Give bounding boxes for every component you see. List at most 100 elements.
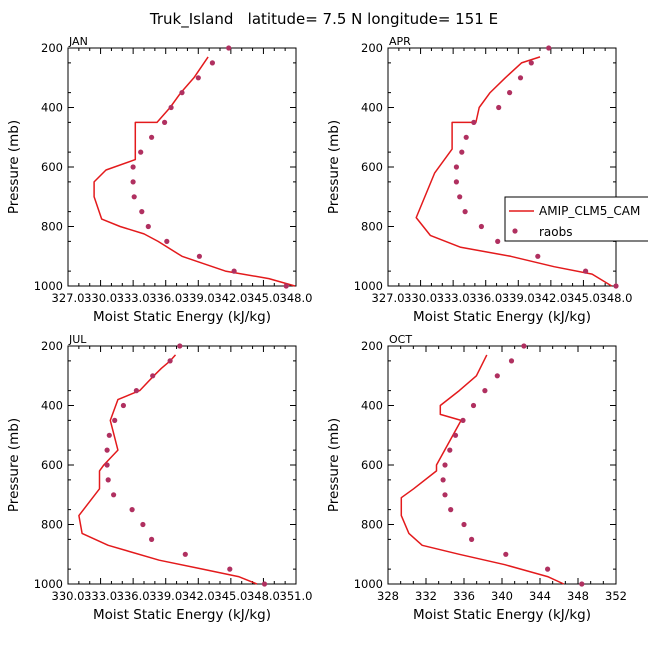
obs-point — [507, 90, 513, 96]
panel-oct: 328 332 336 340 344 348 352 200 400 600 800 1000 OCT… — [326, 333, 627, 623]
obs-point — [508, 358, 515, 364]
obs-point — [469, 536, 475, 543]
obs-point — [463, 134, 469, 140]
x-tick-label: 336.0 — [117, 589, 150, 603]
obs-point — [120, 402, 126, 409]
y-tick-label: 1000 — [34, 577, 63, 591]
obs-point — [478, 223, 484, 230]
x-tick-label: 342.0 — [214, 291, 247, 305]
x-tick-label: 330.0 — [52, 589, 85, 603]
figure-title: Truk_Island latitude= 7.5 N longitude= 1… — [149, 10, 498, 29]
legend-model-label: AMIP_CLM5_CAM — [539, 204, 640, 218]
x-tick-label: 339.0 — [149, 589, 182, 603]
obs-point — [112, 417, 118, 423]
x-tick-label: 345.0 — [214, 589, 247, 603]
obs-point — [503, 551, 509, 557]
obs-point — [139, 209, 145, 215]
panel-title: JAN — [68, 35, 88, 48]
obs-point — [517, 75, 524, 81]
obs-point — [167, 358, 173, 364]
obs-point — [104, 447, 110, 453]
obs-point — [521, 343, 527, 349]
x-axis-label: Moist Static Energy (kJ/kg) — [413, 607, 591, 623]
legend: AMIP_CLM5_CAM raobs — [504, 196, 648, 242]
obs-point — [462, 209, 468, 215]
y-tick-label: 600 — [361, 160, 383, 174]
obs-point — [182, 551, 188, 557]
panel-title: APR — [389, 35, 411, 48]
y-tick-label: 400 — [361, 399, 383, 413]
model-series-line — [78, 354, 258, 585]
obs-point — [133, 388, 139, 394]
obs-point — [130, 164, 136, 170]
y-tick-label: 1000 — [354, 577, 383, 591]
obs-point — [457, 194, 463, 200]
plot-frame — [387, 345, 617, 585]
plot-frame — [67, 47, 297, 287]
x-tick-label: 333.0 — [84, 589, 117, 603]
obs-point — [129, 507, 135, 513]
panel-title: OCT — [389, 333, 412, 346]
obs-point — [460, 417, 466, 423]
obs-point — [130, 179, 136, 185]
obs-point — [231, 268, 237, 274]
obs-point — [149, 536, 155, 543]
obs-point — [140, 521, 146, 528]
obs-point — [448, 507, 454, 513]
obs-point — [453, 164, 459, 170]
obs-point — [459, 149, 465, 155]
y-axis-label: Pressure (mb) — [326, 418, 342, 512]
x-tick-label: 345.0 — [567, 291, 600, 305]
x-tick-label: 344 — [529, 589, 551, 603]
model-series-line — [93, 56, 296, 287]
y-axis-label: Pressure (mb) — [6, 120, 22, 214]
x-axis-label: Moist Static Energy (kJ/kg) — [413, 309, 591, 325]
obs-point — [168, 104, 174, 111]
y-tick-label: 400 — [361, 101, 383, 115]
legend-obs-marker — [512, 228, 518, 234]
y-tick-label: 200 — [361, 339, 383, 353]
x-tick-label: 330.0 — [404, 291, 437, 305]
obs-point — [261, 581, 268, 587]
obs-point — [546, 45, 552, 51]
x-tick-label: 328 — [377, 589, 399, 603]
x-tick-label: 348.0 — [280, 291, 313, 305]
x-tick-label: 336.0 — [469, 291, 502, 305]
obs-point — [447, 447, 453, 453]
obs-point — [106, 432, 112, 438]
y-axis-label: Pressure (mb) — [6, 418, 22, 512]
obs-point — [470, 402, 477, 409]
obs-point — [226, 45, 232, 51]
obs-point — [196, 253, 202, 259]
obs-point — [209, 60, 215, 66]
obs-point — [105, 477, 111, 483]
obs-point — [179, 90, 185, 96]
y-tick-label: 200 — [41, 339, 63, 353]
obs-point — [164, 238, 170, 244]
x-tick-label: 339.0 — [502, 291, 535, 305]
x-tick-label: 340 — [491, 589, 513, 603]
legend-box — [504, 196, 648, 242]
obs-point — [535, 253, 541, 259]
x-tick-label: 345.0 — [247, 291, 280, 305]
plot-frame — [67, 345, 297, 585]
obs-point — [150, 373, 156, 379]
y-tick-label: 1000 — [34, 279, 63, 293]
y-tick-label: 400 — [41, 399, 63, 413]
panel-title: JUL — [68, 333, 87, 346]
obs-point — [149, 134, 155, 140]
x-tick-label: 339.0 — [182, 291, 215, 305]
x-tick-label: 336 — [453, 589, 475, 603]
obs-point — [111, 492, 117, 498]
panel-apr: 327.0 330.0 333.0 336.0 339.0 342.0 345.0 348.0… — [326, 35, 632, 325]
x-tick-label: 330.0 — [84, 291, 117, 305]
x-tick-label: 348.0 — [600, 291, 633, 305]
model-series-line — [415, 56, 613, 287]
x-tick-label: 333.0 — [437, 291, 470, 305]
y-tick-label: 600 — [41, 160, 63, 174]
model-series-line — [400, 354, 565, 585]
y-tick-label: 200 — [361, 41, 383, 55]
y-tick-label: 600 — [361, 458, 383, 472]
obs-point — [138, 149, 144, 155]
